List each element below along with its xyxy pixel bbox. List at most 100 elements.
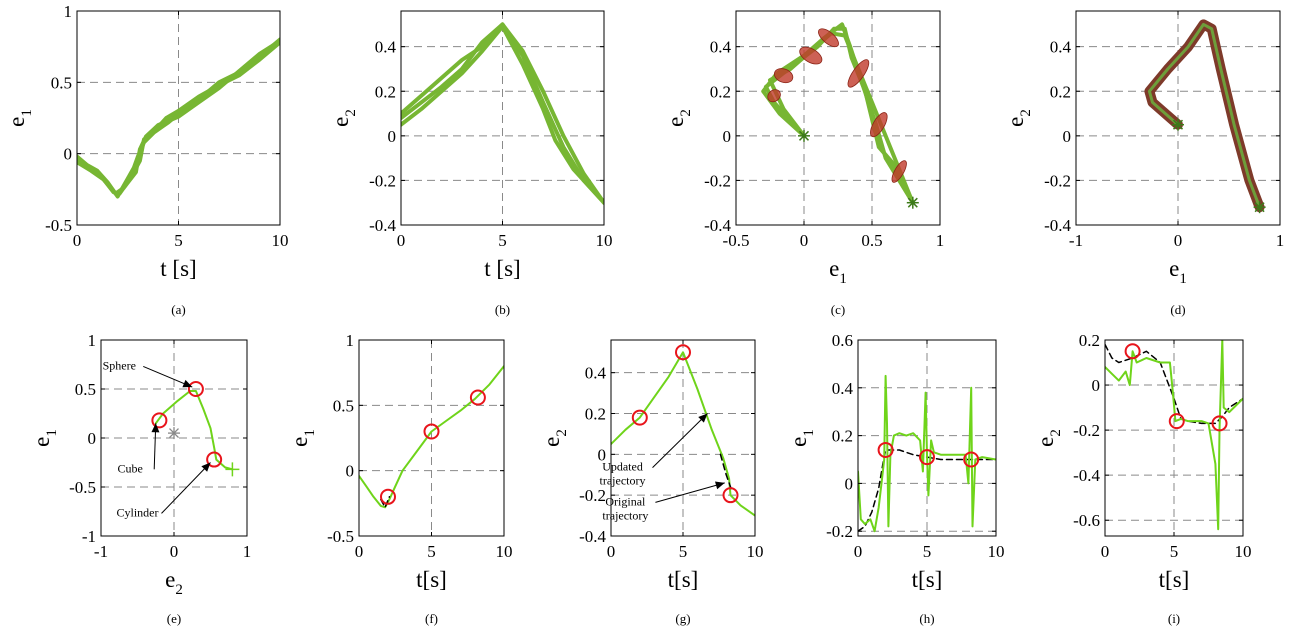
y-tick-label: 0.2	[710, 82, 731, 101]
star-marker-stroke	[1172, 119, 1184, 130]
x-tick-label: 10	[596, 231, 613, 250]
series-line-3	[77, 39, 280, 196]
object-marker-circle	[1211, 415, 1228, 432]
series-line-2	[719, 453, 733, 492]
panel-caption: (b)	[495, 302, 510, 317]
gray-star-stroke	[169, 428, 179, 439]
series-line-1	[154, 390, 234, 471]
y-tick-label: 0	[1092, 376, 1101, 395]
y-axis-label-main: e	[328, 117, 353, 127]
y-axis-label-sub: 1	[801, 429, 817, 437]
series-line-2	[1105, 340, 1243, 531]
y-tick-label: 0.2	[375, 82, 396, 101]
annotation-arrow	[655, 482, 725, 503]
series-line-3	[401, 22, 604, 205]
y-tick-label: -0.5	[69, 478, 96, 497]
object-marker-circle	[469, 389, 486, 406]
y-tick-label: 0.2	[1079, 331, 1100, 350]
y-tick-label: 0	[64, 145, 73, 164]
x-axis-label: t [s]	[160, 256, 196, 281]
x-tick-label: 0.5	[861, 231, 882, 250]
y-tick-label: 0.4	[1050, 38, 1072, 57]
y-axis-label-sub: 1	[44, 429, 60, 437]
annotation-arrowhead	[698, 413, 708, 423]
star-marker-stroke	[907, 197, 918, 208]
gmm-ellipse	[799, 46, 823, 65]
x-tick-label: 0	[170, 542, 179, 561]
mean-trajectory	[1147, 22, 1262, 209]
y-tick-label: 0.4	[710, 38, 732, 57]
y-axis-label: e2	[663, 109, 694, 127]
x-tick-label: 10	[272, 231, 289, 250]
panel-caption: (e)	[167, 611, 181, 626]
x-tick-label: 1	[936, 231, 945, 250]
y-tick-label: 0.5	[333, 396, 354, 415]
series-line-1	[359, 365, 504, 509]
y-tick-label: 0	[845, 474, 854, 493]
y-tick-label: -0.4	[704, 216, 731, 235]
annotation-arrowhead	[715, 481, 725, 490]
panel-f: 0 5 10-0.500.51t[s]e1(f)	[287, 331, 513, 626]
y-axis-label-main: e	[287, 437, 312, 447]
plot-area	[77, 37, 280, 199]
y-axis-label: e2	[539, 429, 570, 447]
panel-i: 0 5 10 -0.6 -0.4 -0.2 0 0.2 t[s] e2 (i)	[1033, 331, 1252, 626]
y-tick-label: 0	[388, 127, 397, 146]
y-axis-label-sub: 1	[302, 429, 318, 437]
x-tick-label: 1	[243, 542, 252, 561]
x-axis-label-sub: 2	[175, 582, 183, 598]
object-marker-circle	[1168, 413, 1185, 430]
object-marker-circle	[423, 423, 440, 440]
x-tick-label: -1	[1069, 231, 1083, 250]
x-axis-label: t[s]	[416, 567, 447, 592]
plot-area	[611, 351, 755, 517]
x-tick-label: 0	[397, 231, 406, 250]
plot-area	[761, 22, 915, 205]
y-tick-label: 0	[88, 429, 97, 448]
x-axis-label-main: t[s]	[912, 567, 943, 592]
gmm-ellipse	[818, 28, 839, 48]
x-axis-label: e2	[165, 567, 183, 598]
x-tick-label: 10	[496, 542, 513, 561]
annotation: Cylinder	[117, 462, 211, 519]
x-axis-label: e1	[829, 256, 847, 287]
y-tick-label: 0	[1063, 127, 1072, 146]
y-axis-label: e1	[29, 429, 60, 447]
object-marker-circle	[380, 488, 396, 505]
star-marker	[906, 196, 919, 209]
annotation-label: Sphere	[103, 358, 136, 372]
series-line-1	[1105, 343, 1243, 425]
x-tick-label: 10	[747, 542, 764, 561]
series-line-1	[768, 31, 915, 205]
y-axis-label-sub: 2	[1048, 429, 1064, 437]
object-marker-circle	[1124, 343, 1141, 360]
x-tick-label: 5	[923, 542, 932, 561]
y-tick-label: 0.2	[832, 427, 853, 446]
y-tick-label: 0	[346, 462, 355, 481]
annotation-label: Updated	[602, 460, 643, 474]
y-tick-label: 0.6	[832, 331, 853, 350]
annotation-arrowhead	[182, 379, 193, 388]
y-axis-label-main: e	[29, 437, 54, 447]
y-tick-label: -0.4	[579, 527, 606, 546]
object-marker-circle	[631, 409, 648, 426]
x-axis-label: t[s]	[912, 567, 943, 592]
plot-area	[1105, 340, 1243, 531]
panel-b: 0 5 10 -0.4 -0.2 0 0.2 0.4 t [s] e2 (b)	[328, 10, 613, 317]
x-tick-label: 0	[73, 231, 82, 250]
y-tick-label: -0.5	[45, 216, 72, 235]
x-tick-label: 10	[988, 542, 1005, 561]
y-axis-label: e2	[1003, 109, 1034, 127]
x-tick-label: 1	[1276, 231, 1285, 250]
y-tick-label: 1	[64, 2, 73, 21]
y-axis-label-main: e	[786, 437, 811, 447]
annotation-label: Cylinder	[117, 505, 159, 519]
annotation: Cube	[118, 423, 160, 475]
y-axis-label-sub: 1	[19, 109, 35, 117]
star-marker-stroke	[1254, 202, 1265, 213]
annotation-label-line2: trajectory	[602, 508, 648, 522]
x-tick-label: 0	[854, 542, 863, 561]
